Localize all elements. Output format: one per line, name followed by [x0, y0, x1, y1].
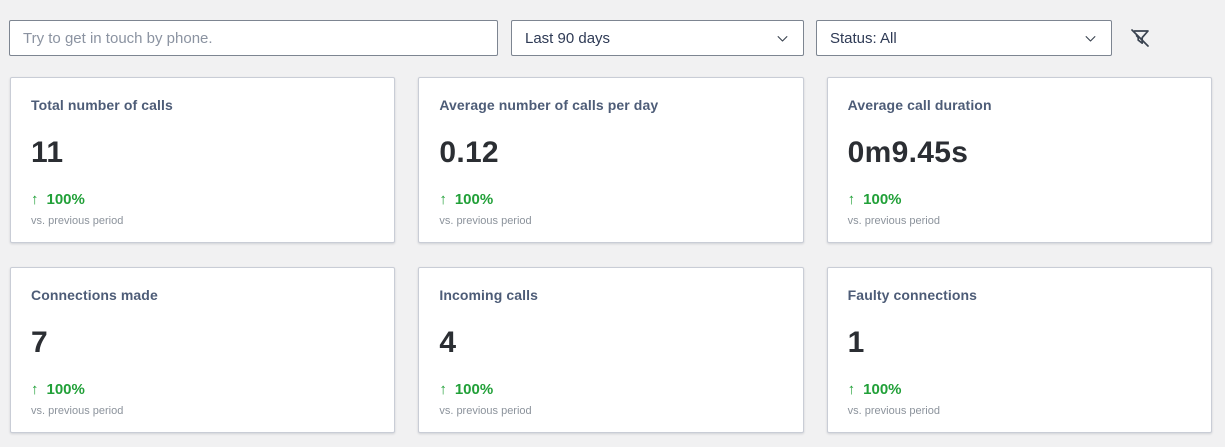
card-value: 0m9.45s: [847, 136, 969, 169]
trend-value: 100%: [46, 191, 85, 208]
date-range-select[interactable]: Last 90 days: [511, 20, 804, 56]
status-select[interactable]: Status: All: [816, 20, 1112, 56]
card-value: 1: [847, 326, 865, 359]
comparison-label: vs. previous period: [847, 215, 940, 227]
stat-card-faulty-connections: Faulty connections 1 ↑ 100% vs. previous…: [826, 267, 1212, 433]
stat-card-total-calls: Total number of calls 11 ↑ 100% vs. prev…: [10, 77, 396, 243]
arrow-up-icon: ↑: [847, 191, 856, 208]
trend-indicator: ↑ 100%: [848, 381, 1191, 398]
trend-indicator: ↑ 100%: [439, 191, 782, 208]
card-title: Faulty connections: [847, 287, 978, 303]
arrow-up-icon: ↑: [847, 381, 856, 398]
comparison-label: vs. previous period: [439, 405, 532, 417]
trend-value: 100%: [46, 381, 85, 398]
card-value: 7: [31, 326, 48, 359]
arrow-up-icon: ↑: [31, 381, 39, 398]
status-value: Status: All: [830, 29, 897, 47]
card-value: 11: [31, 136, 64, 169]
stat-cards-grid: Total number of calls 11 ↑ 100% vs. prev…: [10, 77, 1212, 433]
trend-value: 100%: [863, 381, 902, 398]
chevron-down-icon: [1085, 35, 1096, 42]
stat-card-avg-calls-per-day: Average number of calls per day 0.12 ↑ 1…: [418, 77, 804, 243]
chevron-down-icon: [777, 35, 788, 42]
stat-card-connections-made: Connections made 7 ↑ 100% vs. previous p…: [10, 267, 396, 433]
filter-off-icon: [1131, 29, 1149, 47]
comparison-label: vs. previous period: [439, 215, 532, 227]
trend-value: 100%: [863, 191, 902, 208]
card-value: 4: [439, 326, 457, 359]
clear-filters-button[interactable]: [1124, 22, 1156, 54]
card-title: Average call duration: [847, 97, 992, 113]
card-title: Connections made: [31, 287, 158, 303]
comparison-label: vs. previous period: [847, 405, 940, 417]
arrow-up-icon: ↑: [31, 191, 39, 208]
stat-card-avg-call-duration: Average call duration 0m9.45s ↑ 100% vs.…: [826, 77, 1212, 243]
trend-indicator: ↑ 100%: [848, 191, 1191, 208]
arrow-up-icon: ↑: [439, 381, 447, 398]
trend-indicator: ↑ 100%: [31, 191, 374, 208]
arrow-up-icon: ↑: [439, 191, 447, 208]
search-input[interactable]: [9, 20, 498, 56]
trend-value: 100%: [454, 191, 494, 208]
comparison-label: vs. previous period: [31, 405, 124, 417]
card-title: Incoming calls: [439, 287, 538, 303]
date-range-value: Last 90 days: [525, 29, 611, 47]
comparison-label: vs. previous period: [31, 215, 124, 227]
trend-indicator: ↑ 100%: [31, 381, 374, 398]
stat-card-incoming-calls: Incoming calls 4 ↑ 100% vs. previous per…: [418, 267, 804, 433]
trend-indicator: ↑ 100%: [439, 381, 782, 398]
card-title: Total number of calls: [31, 97, 173, 113]
trend-value: 100%: [454, 381, 494, 398]
filter-bar: Last 90 days Status: All: [0, 0, 1225, 77]
card-value: 0.12: [439, 136, 499, 169]
card-title: Average number of calls per day: [439, 97, 659, 113]
